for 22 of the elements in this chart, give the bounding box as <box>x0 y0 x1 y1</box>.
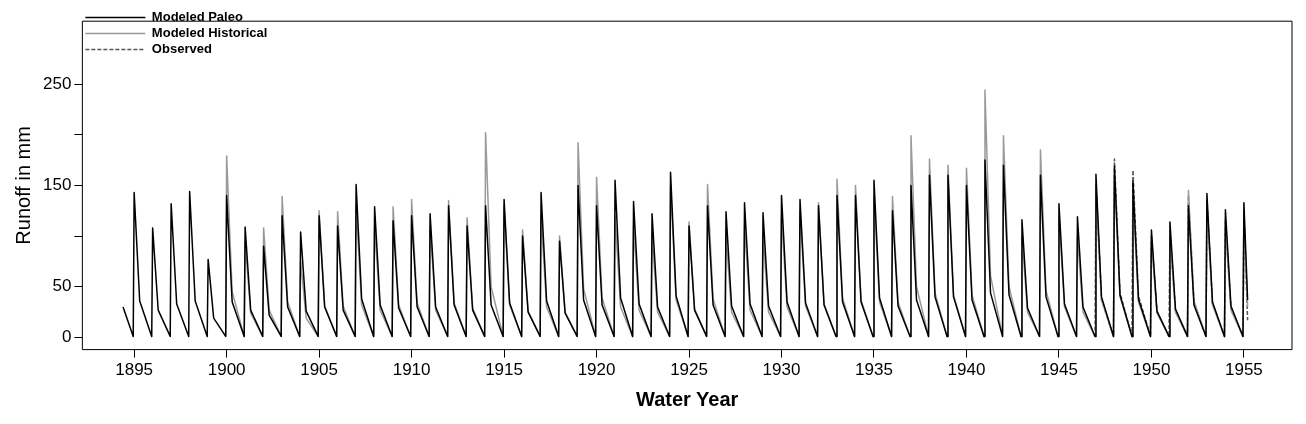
legend-label: Modeled Historical <box>151 25 268 41</box>
x-tick-label: 1900 <box>207 360 246 380</box>
y-tick-label: 250 <box>42 73 72 93</box>
x-tick-label: 1915 <box>485 360 523 380</box>
x-tick-label: 1940 <box>947 360 986 380</box>
x-tick-label: 1905 <box>300 360 339 380</box>
x-tick-label: 1925 <box>670 360 708 380</box>
x-tick-label: 1945 <box>1040 360 1078 380</box>
y-tick-label: 0 <box>61 327 72 347</box>
x-tick-label: 1920 <box>577 360 616 380</box>
x-tick-label: 1895 <box>115 360 154 380</box>
x-tick-label: 1955 <box>1225 360 1263 380</box>
x-tick-label: 1930 <box>762 360 801 380</box>
legend-label: Modeled Paleo <box>151 9 243 25</box>
y-tick-label: 50 <box>52 276 72 296</box>
x-tick-label: 1950 <box>1132 360 1171 380</box>
x-tick-label: 1910 <box>392 360 431 380</box>
x-tick-label: 1935 <box>855 360 893 380</box>
y-tick-label: 150 <box>42 175 72 195</box>
legend-label: Observed <box>151 41 212 57</box>
x-axis-title: Water Year <box>636 387 739 410</box>
y-axis-title: Runoff in mm <box>11 126 34 245</box>
